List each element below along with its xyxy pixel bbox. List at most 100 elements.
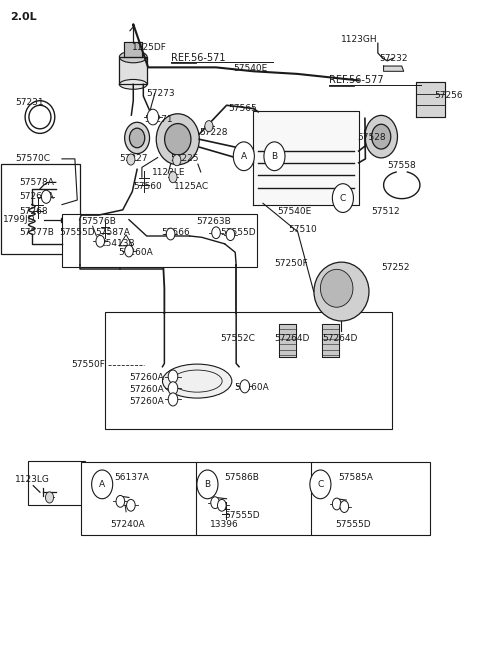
- Ellipse shape: [120, 51, 147, 63]
- Circle shape: [211, 496, 219, 508]
- Text: 57264D: 57264D: [275, 334, 310, 343]
- Circle shape: [240, 380, 250, 393]
- Text: B: B: [204, 480, 211, 489]
- Text: 57587A: 57587A: [96, 227, 131, 236]
- Circle shape: [226, 229, 235, 240]
- Text: 57555D: 57555D: [59, 227, 95, 236]
- Circle shape: [168, 393, 178, 406]
- Text: 57528: 57528: [357, 134, 386, 142]
- Text: 56137A: 56137A: [115, 474, 149, 482]
- Circle shape: [168, 382, 178, 395]
- Text: 2.0L: 2.0L: [10, 12, 37, 22]
- Bar: [311, 462, 430, 535]
- Bar: [81, 462, 197, 535]
- Text: 57555D: 57555D: [336, 520, 372, 529]
- Text: 57570C: 57570C: [15, 155, 50, 163]
- Circle shape: [332, 498, 341, 510]
- Text: 57260A: 57260A: [129, 373, 164, 383]
- Text: 57585A: 57585A: [338, 474, 373, 482]
- Text: 57260A: 57260A: [118, 248, 153, 257]
- Bar: [105, 312, 392, 429]
- Text: 1125AC: 1125AC: [174, 183, 210, 191]
- Bar: [28, 461, 85, 505]
- Polygon shape: [253, 111, 359, 204]
- Text: 57578A: 57578A: [19, 178, 54, 187]
- Text: 57555D: 57555D: [220, 227, 255, 236]
- Circle shape: [212, 227, 220, 238]
- Text: 25413B: 25413B: [100, 238, 135, 248]
- Text: 57260A: 57260A: [19, 193, 54, 201]
- Text: 57512: 57512: [372, 207, 400, 215]
- Text: C: C: [317, 480, 324, 489]
- Ellipse shape: [321, 269, 353, 307]
- Text: 57231: 57231: [15, 98, 44, 107]
- Circle shape: [46, 492, 54, 503]
- Circle shape: [173, 155, 181, 166]
- Text: 57252: 57252: [381, 263, 410, 272]
- Text: 57264D: 57264D: [323, 334, 358, 343]
- Circle shape: [205, 121, 213, 132]
- Circle shape: [332, 183, 353, 212]
- Text: 57260A: 57260A: [234, 383, 269, 392]
- Text: 57577B: 57577B: [19, 228, 54, 237]
- Circle shape: [233, 142, 254, 171]
- Text: 57558: 57558: [387, 161, 416, 170]
- Text: 57273: 57273: [147, 89, 175, 98]
- Ellipse shape: [120, 79, 147, 89]
- Ellipse shape: [162, 364, 232, 398]
- Text: 1799JD: 1799JD: [3, 215, 36, 224]
- Ellipse shape: [156, 114, 199, 165]
- Circle shape: [127, 499, 135, 511]
- Text: 13396: 13396: [210, 520, 239, 529]
- Text: 57225: 57225: [170, 155, 199, 163]
- Ellipse shape: [314, 262, 369, 321]
- Text: 1123LG: 1123LG: [15, 475, 50, 483]
- Ellipse shape: [125, 122, 150, 154]
- Text: 57227: 57227: [120, 155, 148, 163]
- Bar: [62, 214, 257, 267]
- Text: 1125DF: 1125DF: [132, 43, 167, 52]
- Text: 57260A: 57260A: [129, 385, 164, 394]
- Text: 57565: 57565: [228, 104, 257, 113]
- Circle shape: [340, 500, 348, 512]
- Text: 57576B: 57576B: [81, 217, 116, 226]
- Text: 1123LE: 1123LE: [152, 168, 185, 177]
- Circle shape: [197, 470, 218, 498]
- Circle shape: [147, 109, 158, 125]
- Circle shape: [169, 172, 177, 183]
- Polygon shape: [279, 324, 296, 357]
- Circle shape: [264, 142, 285, 171]
- Bar: [0, 164, 80, 254]
- Text: REF.56-577: REF.56-577: [328, 75, 383, 85]
- Polygon shape: [120, 57, 147, 84]
- Text: 57260A: 57260A: [129, 397, 164, 406]
- Polygon shape: [384, 66, 404, 71]
- Ellipse shape: [165, 124, 191, 155]
- Text: 57560: 57560: [134, 183, 163, 191]
- Text: 57555D: 57555D: [225, 512, 260, 520]
- Polygon shape: [124, 42, 143, 57]
- Circle shape: [116, 495, 125, 507]
- Text: 57232: 57232: [379, 54, 408, 63]
- Text: 57510: 57510: [288, 225, 317, 234]
- Text: REF.56-571: REF.56-571: [170, 52, 225, 63]
- Text: 57566: 57566: [161, 227, 190, 236]
- Circle shape: [166, 228, 175, 240]
- Ellipse shape: [372, 124, 391, 149]
- Text: 57550F: 57550F: [72, 360, 106, 369]
- Text: A: A: [241, 152, 247, 160]
- Text: 57250F: 57250F: [275, 259, 308, 268]
- Polygon shape: [416, 83, 445, 117]
- Text: 57268: 57268: [19, 207, 48, 215]
- Text: 57271: 57271: [144, 115, 173, 124]
- Text: 57240A: 57240A: [110, 520, 144, 529]
- Circle shape: [310, 470, 331, 498]
- Ellipse shape: [130, 128, 145, 148]
- Text: 57540E: 57540E: [233, 64, 267, 73]
- Text: 57552C: 57552C: [220, 334, 255, 343]
- Bar: [196, 462, 312, 535]
- Text: 57540E: 57540E: [277, 207, 312, 215]
- Polygon shape: [323, 324, 339, 357]
- Ellipse shape: [365, 115, 397, 158]
- Text: 57586B: 57586B: [225, 474, 260, 482]
